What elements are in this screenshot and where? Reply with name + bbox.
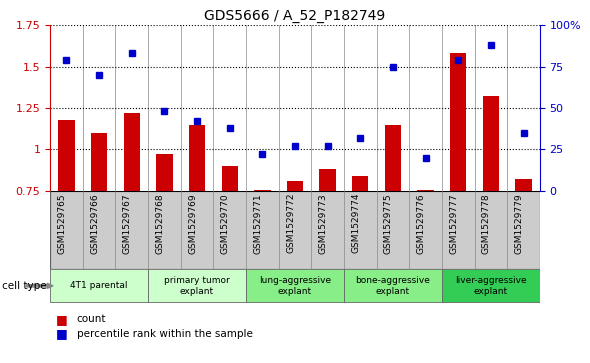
Bar	[254, 190, 270, 191]
Bar	[287, 181, 303, 191]
Bar	[91, 133, 107, 191]
Bar	[148, 269, 246, 302]
Text: 4T1 parental: 4T1 parental	[70, 281, 128, 290]
Text: percentile rank within the sample: percentile rank within the sample	[77, 329, 253, 339]
Bar	[156, 154, 172, 191]
Text: GSM1529779: GSM1529779	[514, 193, 523, 253]
Text: liver-aggressive
explant: liver-aggressive explant	[455, 276, 527, 295]
Text: GSM1529768: GSM1529768	[155, 193, 165, 253]
Bar	[189, 125, 205, 191]
Text: ■: ■	[56, 313, 68, 326]
Text: GSM1529773: GSM1529773	[319, 193, 327, 253]
Text: GSM1529769: GSM1529769	[188, 193, 197, 253]
Bar	[124, 113, 140, 191]
Text: GSM1529774: GSM1529774	[351, 193, 360, 253]
Text: ■: ■	[56, 327, 68, 340]
Bar	[418, 190, 434, 191]
Title: GDS5666 / A_52_P182749: GDS5666 / A_52_P182749	[204, 9, 386, 23]
Text: GSM1529771: GSM1529771	[253, 193, 263, 253]
Bar	[320, 169, 336, 191]
Text: bone-aggressive
explant: bone-aggressive explant	[356, 276, 430, 295]
Text: lung-aggressive
explant: lung-aggressive explant	[259, 276, 331, 295]
Text: GSM1529777: GSM1529777	[449, 193, 458, 253]
Text: GSM1529775: GSM1529775	[384, 193, 393, 253]
Bar	[246, 269, 344, 302]
Bar	[352, 176, 368, 191]
Bar	[385, 125, 401, 191]
Text: GSM1529767: GSM1529767	[123, 193, 132, 253]
Bar	[442, 269, 540, 302]
Text: GSM1529765: GSM1529765	[57, 193, 67, 253]
Text: GSM1529770: GSM1529770	[221, 193, 230, 253]
Bar	[483, 97, 499, 191]
Bar	[222, 166, 238, 191]
Text: primary tumor
explant: primary tumor explant	[164, 276, 230, 295]
Text: GSM1529772: GSM1529772	[286, 193, 295, 253]
Text: GSM1529776: GSM1529776	[417, 193, 425, 253]
Bar	[58, 119, 74, 191]
Bar	[516, 179, 532, 191]
Text: GSM1529778: GSM1529778	[482, 193, 491, 253]
Bar	[344, 269, 442, 302]
Text: GSM1529766: GSM1529766	[90, 193, 99, 253]
Text: cell type: cell type	[2, 281, 47, 291]
Bar	[450, 53, 467, 191]
Bar	[50, 269, 148, 302]
Text: count: count	[77, 314, 106, 325]
